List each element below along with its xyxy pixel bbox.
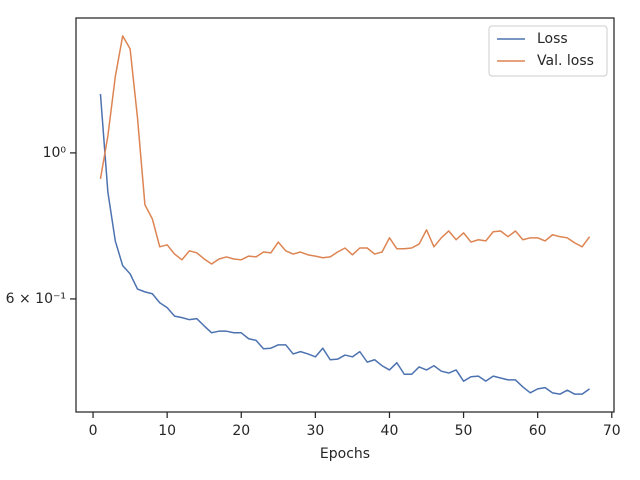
line-series [99, 93, 590, 395]
x-tick-label: 0 [89, 423, 98, 439]
plot-frame [75, 17, 615, 413]
y-tick-label: 10⁰ [43, 145, 67, 161]
x-tick-label: 60 [529, 423, 547, 439]
legend-label: Loss [537, 31, 568, 47]
x-tick-label: 50 [455, 423, 473, 439]
line-series [99, 35, 591, 265]
x-tick-label: 20 [232, 423, 250, 439]
legend-label: Val. loss [537, 53, 594, 69]
x-tick-label: 30 [306, 423, 324, 439]
x-tick-label: 70 [603, 423, 621, 439]
x-tick-label: 40 [381, 423, 399, 439]
y-tick-label: 6 × 10⁻¹ [6, 291, 66, 307]
x-tick-label: 10 [158, 423, 176, 439]
x-axis-label: Epochs [320, 446, 370, 462]
